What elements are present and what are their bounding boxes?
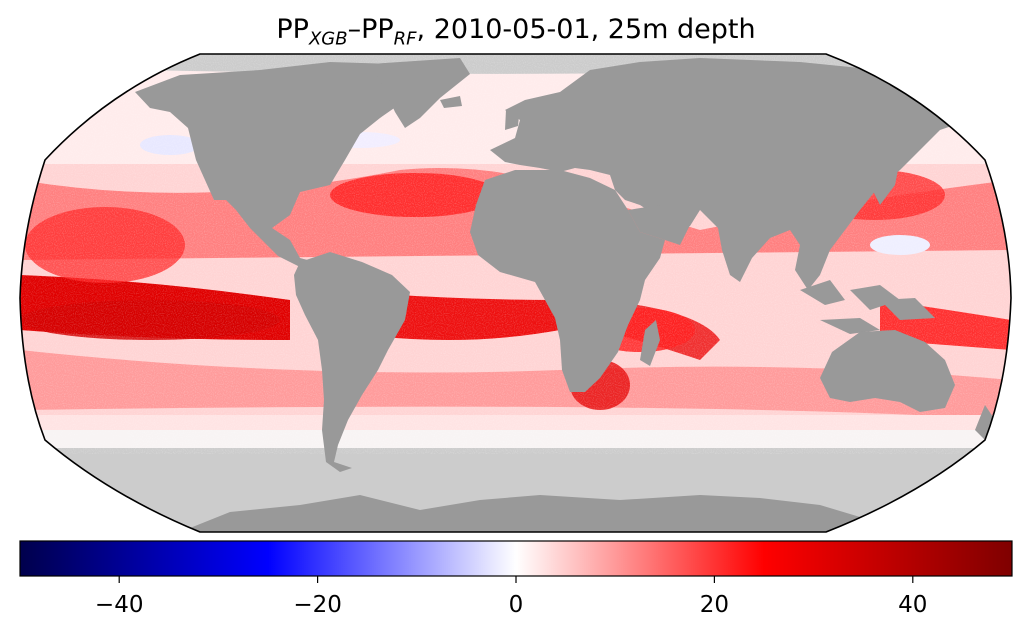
colorbar-tick-label: 0	[509, 592, 524, 618]
north-america	[135, 62, 420, 270]
world-map	[19, 53, 1012, 533]
land-masses	[135, 58, 995, 532]
australia	[820, 330, 955, 412]
map-area	[20, 54, 1011, 532]
africa	[470, 170, 665, 392]
greenland	[370, 58, 470, 128]
south-america	[294, 252, 410, 472]
map-border	[19, 53, 1012, 533]
madagascar	[640, 320, 660, 366]
antarctica	[160, 495, 900, 532]
colorbar-tick-label: −20	[293, 592, 342, 618]
map-title: PPXGB–PPRF, 2010-05-01, 25m depth	[276, 14, 756, 50]
colorbar-tick-label: 40	[898, 592, 927, 618]
colorbar-tick-label: 20	[700, 592, 729, 618]
eurasia	[490, 58, 990, 290]
colorbar-ticks: −40 −20 0 20 40	[95, 576, 927, 618]
colorbar-gradient	[19, 540, 1013, 577]
colorbar-tick-label: −40	[95, 592, 144, 618]
